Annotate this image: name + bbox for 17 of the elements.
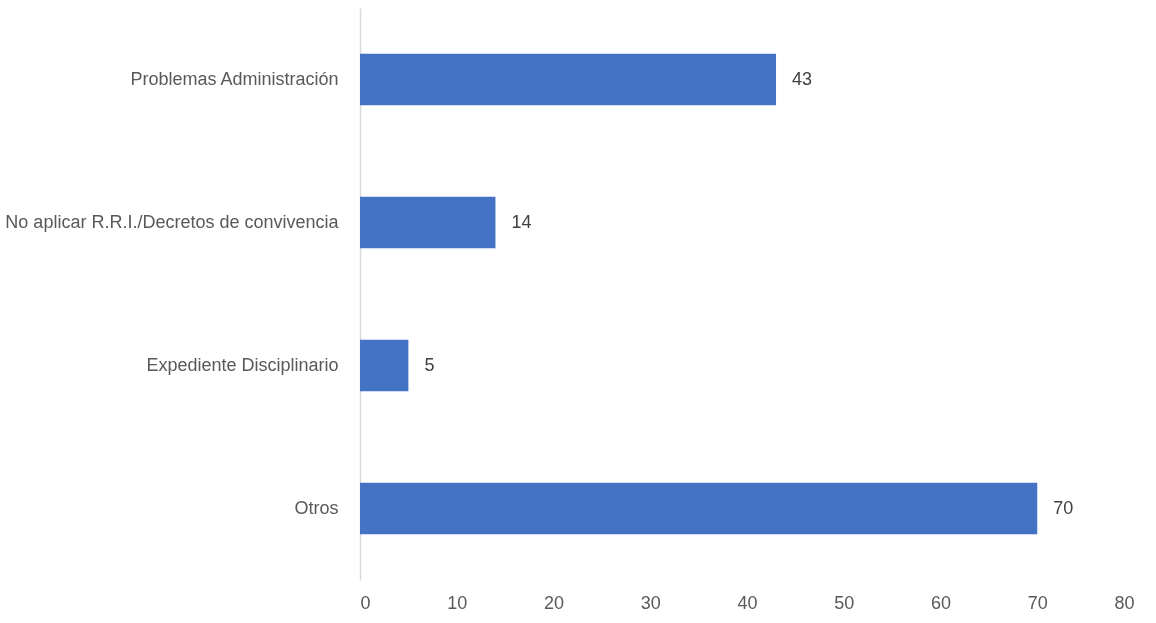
x-tick-label: 80 (1114, 592, 1135, 613)
y-tick-label: Expediente Disciplinario (146, 354, 339, 375)
x-tick-label: 0 (360, 592, 371, 613)
x-tick-label: 70 (1027, 592, 1048, 613)
data-label: 14 (511, 211, 532, 232)
x-tick-label: 40 (737, 592, 758, 613)
data-label: 5 (424, 354, 435, 375)
x-tick-label: 30 (640, 592, 661, 613)
data-label: 70 (1053, 497, 1074, 518)
x-tick-label: 10 (447, 592, 468, 613)
y-tick-label: No aplicar R.R.I./Decretos de convivencia (5, 211, 340, 232)
data-label: 43 (792, 68, 813, 89)
y-tick-label: Problemas Administración (130, 68, 339, 89)
x-tick-label: 60 (930, 592, 952, 613)
x-tick-label: 20 (543, 592, 565, 613)
y-tick-label: Otros (294, 497, 339, 518)
x-tick-label: 50 (834, 592, 855, 613)
